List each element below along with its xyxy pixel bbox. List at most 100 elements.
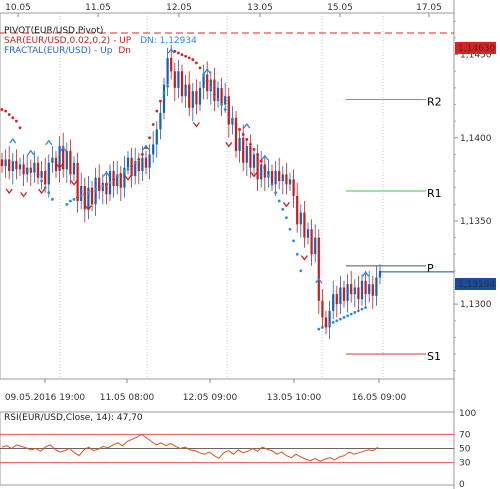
sar-dot [331, 321, 335, 324]
candle-body [22, 164, 25, 175]
fractal-down-marker [84, 205, 92, 211]
sar-dot [324, 324, 328, 328]
candle-body [285, 174, 288, 185]
y-tick-label: 1,1450 [460, 51, 492, 61]
candle-body [278, 171, 281, 182]
sar-dot [339, 317, 342, 321]
sar-dot [69, 199, 72, 203]
pivot-label-r2: R2 [427, 96, 442, 109]
sar-dot [130, 164, 134, 168]
sar-dot [321, 326, 324, 329]
rsi-level-tag-bg [456, 457, 470, 468]
sar-dot [133, 161, 137, 165]
sar-dot [252, 148, 256, 151]
candle-body [332, 294, 335, 311]
candle-body [288, 179, 292, 185]
y-tick-label: 1,1400 [460, 134, 492, 144]
rsi-legend: RSI(EUR/USD,Close, 14): 47,70 [4, 413, 143, 423]
candle-body [141, 157, 144, 172]
sar-dot [223, 108, 227, 111]
legend-fractal-sep: - [94, 46, 100, 56]
sar-dot [270, 182, 274, 186]
sar-dot [40, 179, 43, 183]
candle-body [166, 57, 169, 85]
candle-body [180, 71, 184, 97]
candle-body [371, 284, 374, 296]
candle-body [69, 151, 72, 175]
sar-dot [159, 99, 162, 103]
candle-body [83, 186, 86, 210]
sar-dot [234, 123, 238, 126]
sar-dot [231, 118, 234, 121]
candle-body [270, 171, 274, 185]
sar-dot [180, 53, 184, 56]
fractal-down-marker [38, 188, 46, 195]
sar-dot [4, 109, 7, 113]
sar-dot [72, 197, 76, 201]
sar-dot [357, 309, 360, 313]
candle-body [11, 161, 14, 172]
sar-dot [364, 306, 367, 309]
candle-body [72, 162, 76, 175]
candle-body [216, 87, 220, 102]
fractal-up-marker [167, 48, 175, 54]
resistance-price-tag-bg [455, 42, 496, 54]
sar-dot [155, 109, 159, 113]
candle-body [303, 212, 306, 238]
fractal-up-marker [315, 277, 323, 284]
fractal-down-marker [192, 122, 200, 128]
legend-sar-dn: DN: 1,12934 [140, 36, 197, 46]
sar-dot [87, 191, 90, 195]
fractal-markers [5, 48, 370, 284]
candle-body [54, 157, 58, 172]
candle-body [357, 287, 360, 300]
sar-dots [0, 49, 367, 331]
candle-body [274, 171, 277, 185]
candle-body [36, 162, 40, 178]
sar-dot [76, 196, 79, 200]
sar-dot [209, 86, 213, 90]
candle-body [44, 171, 47, 185]
candle-body [126, 157, 130, 168]
fractal-up-marker [45, 139, 53, 146]
sar-dot [83, 192, 87, 196]
sar-dot [148, 136, 152, 140]
fractal-up-marker [142, 144, 150, 151]
top-date-label: 10.05 [5, 3, 31, 13]
pivot-label-r1: R1 [427, 187, 442, 200]
x-axis: 10.05 11.05 12.05 13.05 15.05 17.05 09.05.2016… [5, 3, 442, 403]
candle-body [33, 162, 36, 173]
sar-dot [213, 93, 216, 96]
candle-body [292, 179, 295, 196]
y-tick-label: 1,1350 [460, 217, 492, 227]
legend-sar: SAR(EUR/USD,0.02,0.2) - UP DN: 1,12934 [4, 36, 197, 46]
legend-pivot: PIVOT(EUR/USD,Pivot) [4, 26, 103, 36]
candle-body [198, 87, 202, 105]
sar-dot [36, 172, 40, 176]
bottom-date-label: 13.05 10:00 [267, 393, 322, 403]
y-axis: 1,1450 1,1400 1,1350 1,1300 [454, 20, 492, 372]
sar-dot [166, 84, 170, 88]
sar-dot [267, 174, 270, 178]
fractal-up-marker [9, 138, 17, 144]
candle-body [206, 74, 209, 92]
candle-body [245, 146, 248, 163]
candle-body [252, 154, 256, 168]
candle-body [87, 187, 90, 210]
bottom-date-label: 12.05 09:00 [183, 393, 238, 403]
rsi-level-label: 100 [459, 409, 476, 419]
rsi-level-label: 0 [459, 480, 465, 489]
candle-body [191, 91, 194, 108]
candles [0, 44, 382, 340]
fractal-down-marker [5, 188, 13, 195]
candle-body [328, 310, 331, 328]
candle-body [173, 71, 176, 88]
fractal-down-marker [70, 180, 78, 186]
candle-body [339, 287, 342, 305]
candle-body [170, 57, 173, 72]
top-date-label: 17.05 [416, 3, 442, 13]
candle-body [80, 186, 83, 201]
sar-dot [216, 98, 220, 101]
sar-dot [43, 186, 47, 190]
sar-dot [137, 158, 141, 161]
